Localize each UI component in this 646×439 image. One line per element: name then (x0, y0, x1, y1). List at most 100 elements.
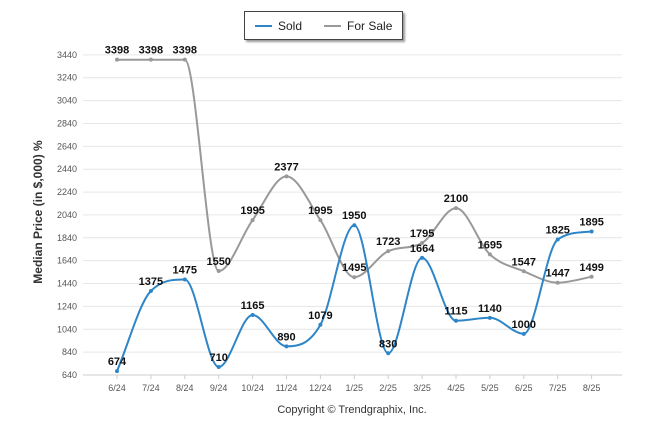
data-label-sold: 1375 (139, 276, 163, 288)
data-point[interactable] (182, 57, 187, 62)
data-label-for-sale: 1499 (579, 262, 603, 274)
data-point[interactable] (284, 344, 289, 349)
y-tick-label: 2240 (57, 187, 77, 197)
data-labels: 674 1375 1475 710 1165 890 1079 1950 830 1664 1115… (105, 45, 604, 368)
legend-label-sold: Sold (278, 18, 303, 33)
legend-swatch-sold (255, 24, 272, 27)
data-label-sold: 1664 (410, 243, 435, 255)
data-point[interactable] (420, 255, 425, 260)
x-tick-label: 1/25 (346, 383, 364, 393)
data-point[interactable] (386, 351, 391, 356)
data-label-for-sale: 3398 (173, 45, 197, 57)
data-label-for-sale: 3398 (139, 45, 163, 57)
data-label-for-sale: 2377 (274, 161, 298, 173)
data-label-sold: 710 (210, 352, 228, 364)
series-line-for-sale[interactable] (117, 58, 592, 284)
legend-item-for-sale[interactable]: For Sale (324, 19, 392, 33)
data-point[interactable] (352, 275, 357, 280)
y-axis-label: Median Price (in $,000) % (31, 140, 45, 284)
data-label-for-sale: 1695 (478, 239, 502, 251)
x-tick-label: 6/25 (515, 383, 533, 393)
data-label-sold: 1895 (579, 217, 603, 229)
data-point[interactable] (148, 288, 153, 293)
y-tick-label: 3440 (57, 50, 77, 60)
data-point[interactable] (555, 237, 560, 242)
data-point[interactable] (250, 312, 255, 317)
y-tick-label: 3040 (57, 96, 77, 106)
x-tick-label: 4/25 (447, 383, 465, 393)
data-point[interactable] (318, 322, 323, 327)
series-line-sold[interactable] (116, 224, 592, 372)
data-label-sold: 1825 (545, 225, 569, 237)
x-tick-label: 9/24 (210, 383, 228, 393)
data-point[interactable] (318, 218, 323, 223)
copyright-footer: Copyright © Trendgraphix, Inc. (277, 404, 426, 416)
data-point[interactable] (386, 249, 391, 254)
data-label-for-sale: 1795 (410, 228, 434, 240)
y-tick-label: 1640 (57, 256, 77, 266)
data-label-for-sale: 1550 (206, 256, 230, 268)
data-point[interactable] (284, 174, 289, 179)
y-tick-label: 640 (62, 370, 77, 380)
x-tick-label: 8/25 (583, 383, 601, 393)
y-tick-label: 1040 (57, 324, 77, 334)
y-tick-label: 1240 (57, 301, 77, 311)
legend: Sold For Sale (244, 11, 403, 40)
data-point[interactable] (589, 274, 594, 279)
x-tick-label: 7/25 (549, 383, 567, 393)
data-label-for-sale: 1723 (376, 236, 400, 248)
legend-swatch-for-sale (324, 24, 342, 27)
data-label-sold: 1140 (478, 303, 502, 315)
x-tick-label: 6/24 (108, 383, 126, 393)
x-tick-label: 12/24 (309, 383, 332, 393)
y-tick-label: 1840 (57, 233, 77, 243)
x-tick-label: 11/24 (276, 383, 298, 393)
legend-item-sold[interactable]: Sold (255, 19, 302, 33)
data-label-sold: 890 (277, 331, 295, 343)
y-axis-ticks: 640 840 1040 1240 1440 1640 1840 2040 2240 2440 26… (57, 50, 77, 380)
data-point[interactable] (115, 57, 119, 62)
data-point[interactable] (521, 269, 526, 274)
data-point[interactable] (216, 364, 221, 369)
data-label-sold: 1079 (308, 310, 332, 322)
data-point[interactable] (420, 240, 425, 245)
data-label-for-sale: 1547 (512, 256, 536, 268)
data-point[interactable] (352, 223, 357, 228)
data-label-sold: 674 (108, 356, 127, 368)
data-point[interactable] (115, 369, 119, 374)
data-point[interactable] (521, 331, 526, 336)
data-point[interactable] (487, 252, 492, 257)
data-label-sold: 1115 (444, 306, 467, 318)
grid (83, 54, 622, 376)
data-label-for-sale: 1995 (308, 205, 332, 217)
y-tick-label: 2840 (57, 118, 77, 128)
x-axis-ticks: 6/24 7/24 8/24 9/24 10/24 11/24 12/24 1/25 2/25 3… (108, 375, 600, 393)
x-tick-label: 5/25 (481, 383, 499, 393)
data-point[interactable] (216, 268, 221, 273)
data-label-for-sale: 1995 (240, 205, 264, 217)
x-tick-label: 3/25 (413, 383, 431, 393)
data-point[interactable] (182, 277, 187, 282)
data-label-sold: 830 (379, 338, 397, 350)
data-point[interactable] (555, 280, 560, 285)
y-tick-label: 2040 (57, 210, 77, 220)
data-label-for-sale: 3398 (105, 45, 129, 57)
data-label-for-sale: 2100 (444, 193, 468, 205)
data-label-sold: 1000 (512, 319, 536, 331)
data-point[interactable] (454, 206, 458, 211)
data-point[interactable] (250, 218, 255, 223)
data-label-for-sale: 1495 (342, 262, 366, 274)
x-tick-label: 7/24 (142, 383, 160, 393)
data-point[interactable] (148, 57, 153, 62)
x-tick-label: 10/24 (241, 383, 264, 393)
y-tick-label: 840 (62, 347, 77, 357)
y-tick-label: 2640 (57, 141, 77, 151)
data-point[interactable] (487, 315, 492, 320)
data-label-sold: 1165 (241, 300, 265, 312)
data-label-sold: 1475 (173, 265, 197, 277)
data-point[interactable] (589, 229, 594, 234)
y-tick-label: 2440 (57, 164, 77, 174)
data-point[interactable] (454, 318, 458, 323)
